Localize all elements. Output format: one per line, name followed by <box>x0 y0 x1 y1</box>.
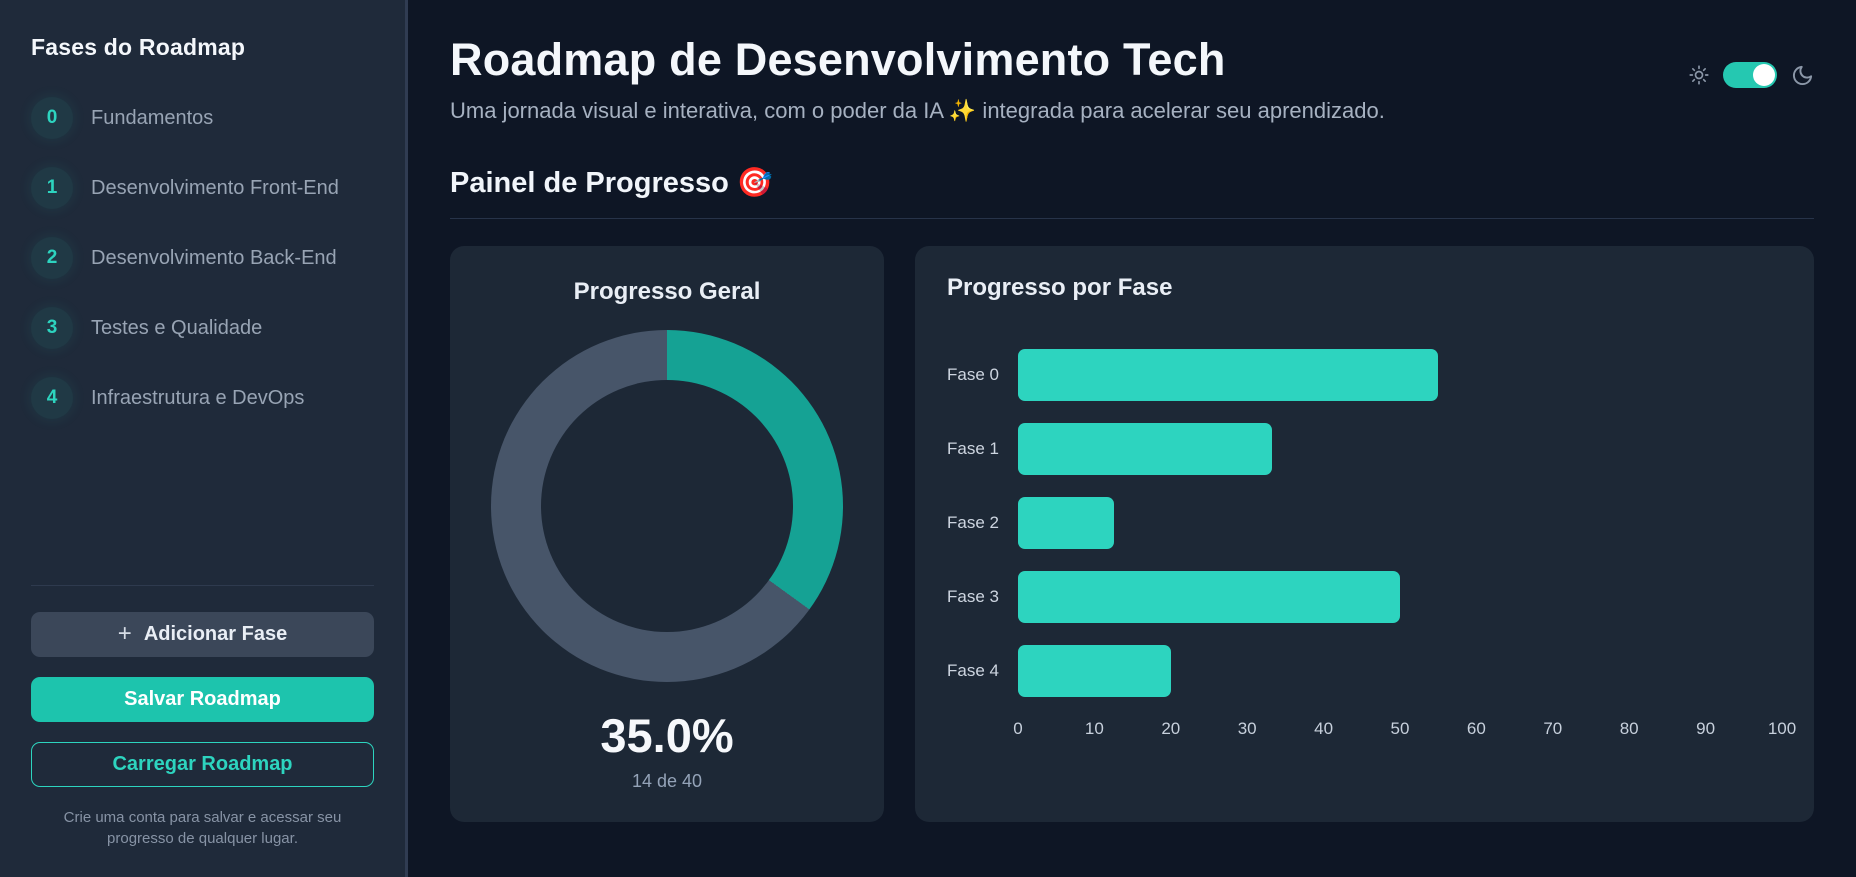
x-axis-tick-label: 90 <box>1696 719 1716 738</box>
theme-toggle-group <box>1689 62 1814 88</box>
bar-row-fase-0: Fase 0 <box>947 349 1782 401</box>
phase-label: Testes e Qualidade <box>91 316 263 339</box>
phase-list: 0 Fundamentos 1 Desenvolvimento Front-End 2 D… <box>31 97 374 585</box>
bar-row-fase-1: Fase 1 <box>947 423 1782 475</box>
plus-icon: + <box>117 619 132 647</box>
x-axis-tick-label: 70 <box>1543 719 1563 738</box>
save-roadmap-button[interactable]: Salvar Roadmap <box>31 677 374 722</box>
bar-fill <box>1018 497 1114 549</box>
x-axis-tick-label: 0 <box>1013 719 1023 738</box>
bar-category-label: Fase 2 <box>947 513 999 532</box>
moon-icon <box>1791 64 1814 87</box>
add-phase-button[interactable]: + Adicionar Fase <box>31 612 374 657</box>
x-axis-tick-label: 80 <box>1619 719 1639 738</box>
phase-label: Infraestrutura e DevOps <box>91 386 305 409</box>
phase-label: Fundamentos <box>91 106 214 129</box>
bar-row-fase-2: Fase 2 <box>947 497 1782 549</box>
bar-chart-title: Progresso por Fase <box>947 274 1173 301</box>
phase-number-badge: 4 <box>31 377 73 419</box>
sidebar: Fases do Roadmap 0 Fundamentos 1 Desenvolvi… <box>0 0 408 877</box>
bar-track <box>1018 423 1782 475</box>
page-title: Roadmap de Desenvolvimento Tech <box>450 34 1226 85</box>
overall-progress-card: Progresso Geral 35.0% 14 de 40 <box>450 246 884 822</box>
x-axis-tick-label: 30 <box>1237 719 1257 738</box>
sidebar-item-fase-1[interactable]: 1 Desenvolvimento Front-End <box>31 167 374 209</box>
section-divider <box>450 218 1814 219</box>
bar-track <box>1018 645 1782 697</box>
bar-category-label: Fase 4 <box>947 661 999 680</box>
bar-row-fase-4: Fase 4 <box>947 645 1782 697</box>
overall-progress-percentage: 35.0% <box>600 709 734 762</box>
x-axis-tick-label: 60 <box>1466 719 1486 738</box>
bar-track <box>1018 497 1782 549</box>
bar-fill <box>1018 571 1400 623</box>
sun-icon <box>1689 65 1709 85</box>
theme-toggle-switch[interactable] <box>1723 62 1777 88</box>
donut-chart-title: Progresso Geral <box>573 278 761 305</box>
x-axis-tick-label: 10 <box>1084 719 1104 738</box>
progress-panel-title: Painel de Progresso 🎯 <box>450 167 773 199</box>
phase-progress-bar-chart: Fase 0 Fase 1 Fase 2 Fase 3 Fase 4 <box>947 349 1782 697</box>
phase-number-badge: 1 <box>31 167 73 209</box>
bar-category-label: Fase 3 <box>947 587 999 606</box>
toggle-knob <box>1753 64 1775 86</box>
main-content: Roadmap de Desenvolvimento Tech Uma jorn… <box>408 0 1856 877</box>
bar-fill <box>1018 423 1273 475</box>
phase-progress-card: Progresso por Fase Fase 0 Fase 1 Fase 2 Fas… <box>915 246 1814 822</box>
sidebar-title: Fases do Roadmap <box>31 34 246 60</box>
phase-label: Desenvolvimento Front-End <box>91 176 339 199</box>
phase-number-badge: 3 <box>31 307 73 349</box>
x-axis-tick-label: 100 <box>1767 719 1797 738</box>
main-header: Roadmap de Desenvolvimento Tech Uma jorn… <box>450 34 1814 124</box>
page-subtitle: Uma jornada visual e interativa, com o p… <box>450 98 1385 123</box>
sidebar-item-fase-0[interactable]: 0 Fundamentos <box>31 97 374 139</box>
bar-chart-x-axis: 0 10 20 30 40 50 60 70 80 90 100 <box>1013 719 1796 741</box>
sidebar-actions: + Adicionar Fase Salvar Roadmap Carregar… <box>31 585 374 849</box>
phase-number-badge: 0 <box>31 97 73 139</box>
x-axis-tick-label: 20 <box>1161 719 1181 738</box>
sidebar-item-fase-4[interactable]: 4 Infraestrutura e DevOps <box>31 377 374 419</box>
bar-row-fase-3: Fase 3 <box>947 571 1782 623</box>
add-phase-label: Adicionar Fase <box>143 623 288 645</box>
overall-progress-donut-chart <box>491 330 843 682</box>
bar-fill <box>1018 645 1171 697</box>
bar-category-label: Fase 0 <box>947 365 999 384</box>
bar-track <box>1018 349 1782 401</box>
bar-fill <box>1018 349 1439 401</box>
bar-track <box>1018 571 1782 623</box>
phase-label: Desenvolvimento Back-End <box>91 246 337 269</box>
bar-category-label: Fase 1 <box>947 439 999 458</box>
x-axis-tick-label: 40 <box>1314 719 1334 738</box>
overall-progress-count: 14 de 40 <box>631 771 703 791</box>
sidebar-item-fase-2[interactable]: 2 Desenvolvimento Back-End <box>31 237 374 279</box>
progress-cards: Progresso Geral 35.0% 14 de 40 Progresso… <box>450 246 1814 822</box>
load-roadmap-button[interactable]: Carregar Roadmap <box>31 742 374 787</box>
sidebar-item-fase-3[interactable]: 3 Testes e Qualidade <box>31 307 374 349</box>
title-block: Roadmap de Desenvolvimento Tech Uma jorn… <box>450 34 1385 124</box>
account-footnote: Crie uma conta para salvar e acessar seu… <box>63 809 342 847</box>
phase-number-badge: 2 <box>31 237 73 279</box>
x-axis-tick-label: 50 <box>1390 719 1410 738</box>
